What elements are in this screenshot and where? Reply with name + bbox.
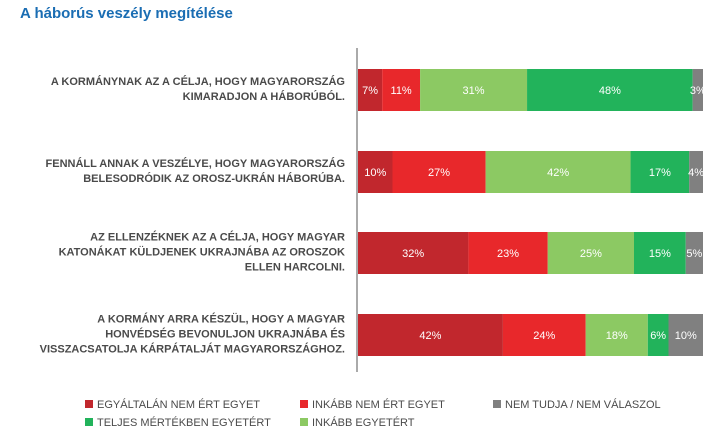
bar-segment <box>634 232 686 274</box>
data-label: 5% <box>686 248 702 260</box>
data-label: 27% <box>428 167 450 179</box>
bar-segment <box>358 69 383 111</box>
legend-label: INKÁBB EGYETÉRT <box>312 416 415 429</box>
bar-segment <box>547 232 634 274</box>
data-label: 11% <box>391 85 412 97</box>
bar-segment <box>668 314 703 356</box>
bar-segment <box>585 314 648 356</box>
data-label: 24% <box>533 330 555 342</box>
bar-segment <box>358 151 393 193</box>
bar-segment <box>420 69 528 111</box>
legend-label: INKÁBB NEM ÉRT EGYET <box>312 398 445 411</box>
data-label: 32% <box>402 248 424 260</box>
data-label: 6% <box>650 330 666 342</box>
data-label: 42% <box>547 167 569 179</box>
bar-segment <box>358 314 503 356</box>
legend-label: EGYÁLTALÁN NEM ÉRT EGYET <box>97 398 260 411</box>
data-label: 48% <box>599 85 621 97</box>
data-label: 10% <box>364 167 386 179</box>
bar-segment <box>392 151 486 193</box>
category-label: FENNÁLL ANNAK A VESZÉLYE, HOGY MAGYARORS… <box>45 158 345 185</box>
chart-title: A háborús veszély megítélése <box>20 5 233 22</box>
legend-label: TELJES MÉRTÉKBEN EGYETÉRT <box>97 416 271 429</box>
bar-segment <box>689 151 703 193</box>
bar-segment <box>382 69 421 111</box>
legend-swatch <box>300 400 308 408</box>
data-label: 7% <box>362 85 378 97</box>
bar-segment <box>485 151 631 193</box>
data-label: 15% <box>649 248 671 260</box>
bar-segment <box>527 69 693 111</box>
data-label: 3% <box>690 85 706 97</box>
data-label: 17% <box>649 167 671 179</box>
category-label: AZ ELLENZÉKNEK AZ A CÉLJA, HOGY MAGYAR K… <box>58 231 345 274</box>
category-label: A KORMÁNY ARRA KÉSZÜL, HOGY A MAGYAR HON… <box>39 313 345 356</box>
data-label: 42% <box>419 330 441 342</box>
bar-segment <box>692 69 703 111</box>
data-label: 4% <box>688 167 704 179</box>
data-label: 10% <box>675 330 697 342</box>
bar-segment <box>630 151 690 193</box>
bar-segment <box>502 314 586 356</box>
data-label: 18% <box>606 330 628 342</box>
bar-segment <box>685 232 703 274</box>
legend-swatch <box>300 418 308 426</box>
data-label: 25% <box>580 248 602 260</box>
data-label: 23% <box>497 248 519 260</box>
legend-swatch <box>493 400 501 408</box>
bar-segment <box>647 314 669 356</box>
bar-segment <box>468 232 548 274</box>
category-label: A KORMÁNYNAK AZ A CÉLJA, HOGY MAGYARORSZ… <box>50 76 345 103</box>
legend-swatch <box>85 418 93 426</box>
legend-label: NEM TUDJA / NEM VÁLASZOL <box>505 398 661 411</box>
bar-segment <box>358 232 469 274</box>
legend-swatch <box>85 400 93 408</box>
data-label: 31% <box>463 85 485 97</box>
